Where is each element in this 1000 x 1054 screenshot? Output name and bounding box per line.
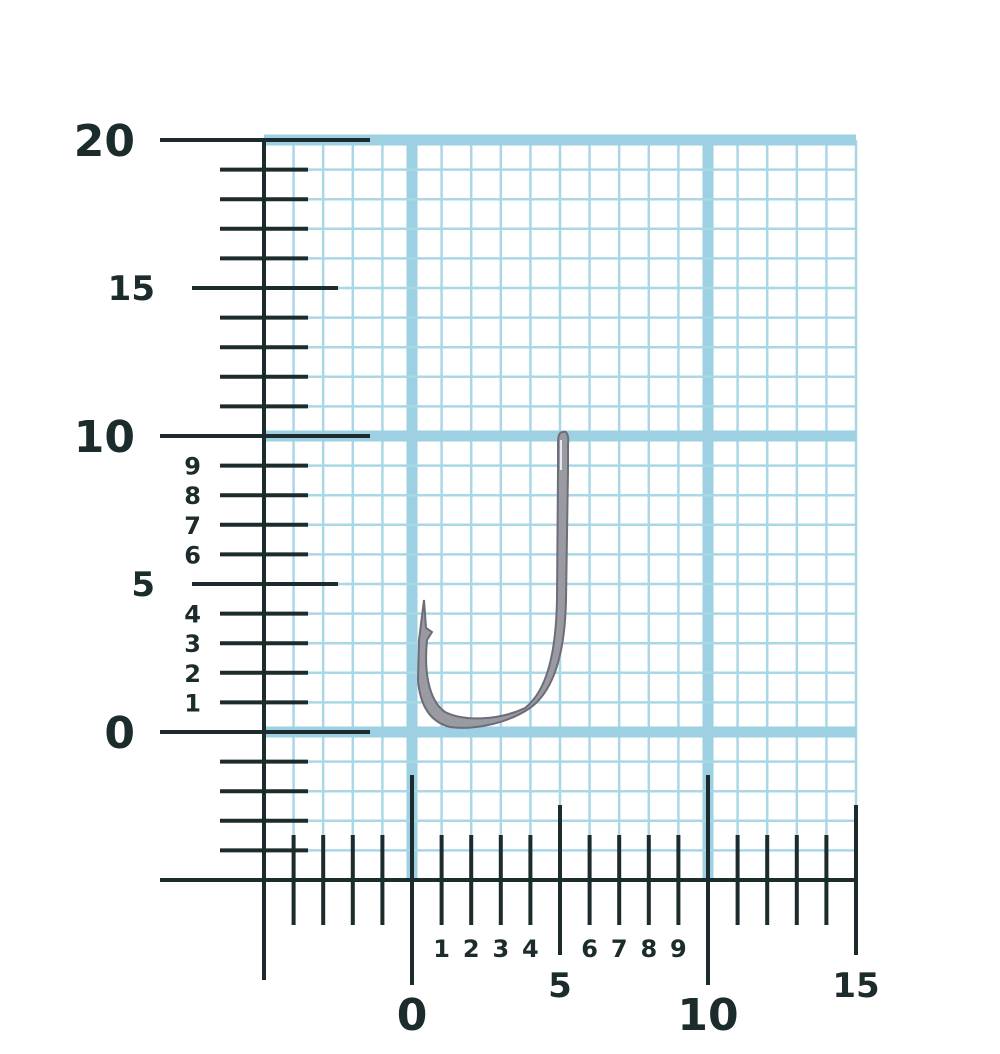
vertical-major-label: 0 bbox=[104, 708, 135, 759]
horizontal-minor-label: 3 bbox=[492, 935, 509, 963]
fishing-hook-icon bbox=[416, 430, 570, 729]
horizontal-minor-label: 1 bbox=[433, 935, 450, 963]
vertical-major-label: 20 bbox=[74, 116, 135, 167]
vertical-minor-label: 8 bbox=[184, 482, 201, 510]
horizontal-minor-label: 7 bbox=[611, 935, 628, 963]
vertical-minor-label: 4 bbox=[184, 601, 201, 629]
vertical-minor-label: 6 bbox=[184, 541, 201, 569]
horizontal-major-label: 0 bbox=[397, 990, 428, 1041]
vertical-major-label: 15 bbox=[108, 269, 155, 309]
horizontal-major-label: 10 bbox=[677, 990, 738, 1041]
horizontal-minor-label: 6 bbox=[581, 935, 598, 963]
vertical-major-label: 5 bbox=[131, 565, 155, 605]
ruler bbox=[160, 138, 858, 985]
horizontal-major-label: 15 bbox=[832, 966, 879, 1006]
vertical-minor-label: 7 bbox=[184, 512, 201, 540]
horizontal-major-label: 5 bbox=[548, 966, 572, 1006]
vertical-minor-label: 9 bbox=[184, 453, 201, 481]
horizontal-minor-label: 2 bbox=[463, 935, 480, 963]
horizontal-minor-label: 4 bbox=[522, 935, 539, 963]
vertical-major-label: 10 bbox=[74, 412, 135, 463]
vertical-minor-label: 3 bbox=[184, 630, 201, 658]
vertical-minor-label: 2 bbox=[184, 660, 201, 688]
vertical-minor-label: 1 bbox=[184, 689, 201, 717]
horizontal-minor-label: 8 bbox=[640, 935, 657, 963]
horizontal-minor-label: 9 bbox=[670, 935, 687, 963]
